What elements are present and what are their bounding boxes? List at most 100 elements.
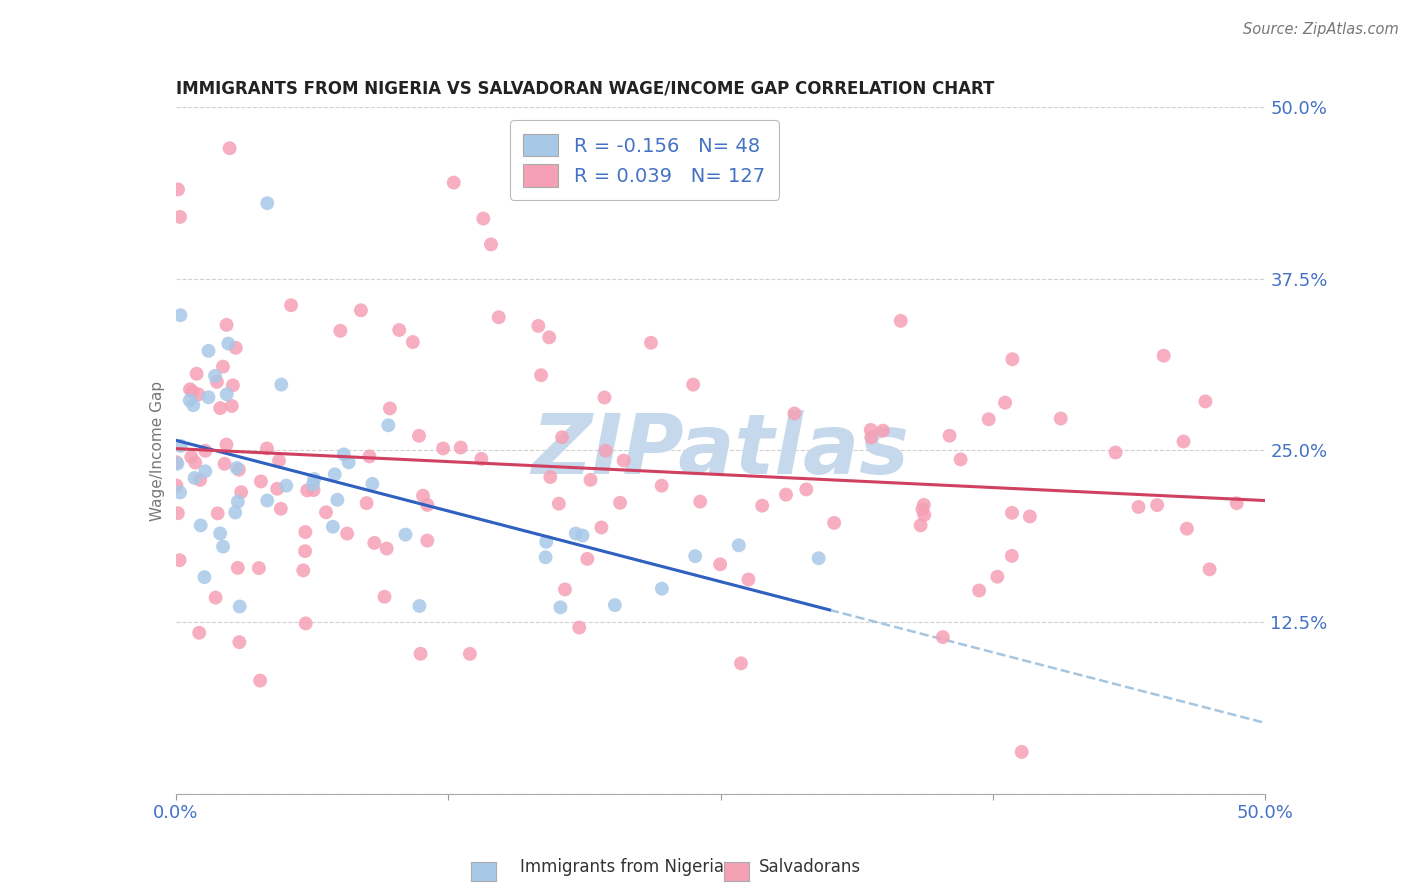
Point — [1153, 349, 1175, 363]
Point — [579, 473, 602, 487]
Point — [1173, 434, 1195, 449]
Point — [794, 483, 817, 497]
Point — [1146, 498, 1168, 512]
Point — [218, 141, 240, 155]
Point — [402, 334, 425, 349]
Point — [470, 451, 492, 466]
Point — [388, 323, 411, 337]
Point — [443, 176, 465, 190]
Point — [231, 485, 253, 500]
Point — [409, 647, 432, 661]
Point — [591, 520, 613, 534]
Point — [807, 551, 830, 566]
Point — [256, 493, 278, 508]
Point — [683, 549, 706, 564]
Text: Source: ZipAtlas.com: Source: ZipAtlas.com — [1243, 22, 1399, 37]
Point — [302, 472, 325, 486]
Point — [361, 476, 384, 491]
Point — [179, 393, 201, 408]
Point — [194, 464, 217, 478]
Point — [209, 526, 232, 541]
Point — [375, 541, 398, 556]
Point — [215, 387, 238, 401]
Point — [751, 499, 773, 513]
Point — [571, 528, 593, 542]
Point — [184, 456, 207, 470]
Point — [651, 582, 673, 596]
Point — [250, 475, 273, 489]
Point — [228, 635, 250, 649]
Point — [609, 496, 631, 510]
Point — [911, 502, 934, 516]
Point — [270, 501, 292, 516]
Point — [1001, 506, 1024, 520]
Point — [932, 630, 955, 644]
Text: Immigrants from Nigeria: Immigrants from Nigeria — [520, 858, 724, 876]
Point — [730, 657, 752, 671]
Text: Salvadorans: Salvadorans — [759, 858, 862, 876]
Text: ZIPatlas: ZIPatlas — [531, 410, 910, 491]
Point — [280, 298, 302, 312]
Point — [197, 343, 219, 358]
Point — [1104, 445, 1126, 459]
Point — [534, 550, 557, 565]
Point — [378, 401, 401, 416]
Point — [783, 407, 806, 421]
Point — [416, 533, 439, 548]
Point — [190, 518, 212, 533]
Point — [228, 599, 250, 614]
Point — [337, 455, 360, 469]
Point — [595, 443, 617, 458]
Point — [187, 387, 209, 401]
Point — [613, 453, 636, 467]
Point — [737, 573, 759, 587]
Point — [181, 398, 204, 412]
Point — [1011, 745, 1033, 759]
Point — [603, 598, 626, 612]
Point — [967, 583, 990, 598]
Point — [302, 477, 325, 491]
Point — [197, 390, 219, 404]
Point — [315, 505, 337, 519]
Point — [550, 600, 572, 615]
Point — [373, 590, 395, 604]
Y-axis label: Wage/Income Gap: Wage/Income Gap — [149, 380, 165, 521]
Point — [450, 441, 472, 455]
Point — [294, 616, 316, 631]
Point — [551, 430, 574, 444]
Point — [872, 424, 894, 438]
Point — [530, 368, 553, 383]
Point — [538, 330, 561, 344]
Point — [689, 494, 711, 508]
Point — [256, 196, 278, 211]
Point — [412, 489, 434, 503]
Point — [297, 483, 319, 498]
Point — [226, 494, 249, 508]
Point — [547, 497, 569, 511]
Point — [458, 647, 481, 661]
Point — [568, 621, 591, 635]
Point — [1001, 352, 1024, 367]
Point — [860, 430, 883, 444]
Point — [323, 467, 346, 482]
Point — [212, 359, 235, 374]
Point — [651, 478, 673, 492]
Point — [910, 518, 932, 533]
Point — [322, 519, 344, 533]
Point — [593, 391, 616, 405]
Point — [479, 237, 502, 252]
Point — [267, 454, 290, 468]
Point — [1198, 562, 1220, 576]
Point — [359, 450, 381, 464]
Point — [356, 496, 378, 510]
Point — [215, 437, 238, 451]
Point — [1001, 549, 1024, 563]
Point — [169, 553, 191, 567]
Point — [534, 534, 557, 549]
Point — [472, 211, 495, 226]
Point — [183, 471, 205, 485]
Point — [292, 563, 315, 577]
Point — [488, 310, 510, 325]
Point — [912, 508, 935, 522]
Point — [977, 412, 1000, 426]
